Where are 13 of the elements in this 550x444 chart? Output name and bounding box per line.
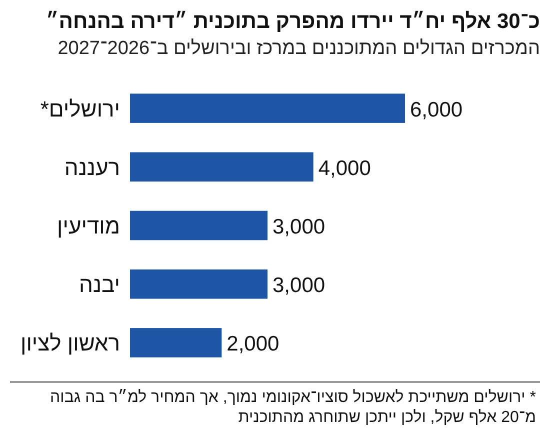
data-label: 4,000 [318, 156, 371, 180]
y-tick-label: רעננה [64, 154, 120, 180]
subtitle: המכרזים הגדולים המתוכננים במרכז ובירושלים ב־2026־2027 [58, 38, 540, 59]
data-label: 3,000 [272, 216, 326, 238]
title: כ־30 אלף יח״ד יירדו מהפרק בתוכנית ״דירה בהנחה״ [46, 10, 540, 33]
data-label: 2,000 [226, 332, 280, 356]
y-tick-label: יבנה [79, 272, 120, 298]
data-label: 6,000 [410, 98, 463, 122]
y-tick-label: מודיעין [57, 214, 120, 238]
y-tick-label: ראשון לציון [20, 330, 120, 356]
data-label: 3,000 [272, 274, 326, 298]
annotation: * ירושלים משתייכת לאשכול סוציו־אקונומי נמוך, אך המחיר למ״ר בה גבוה מ־20 אלף שקל, ולכן ייתכן שתוחרג מהתוכנית [50, 389, 536, 426]
y-tick-label: ירושלים* [40, 96, 120, 122]
